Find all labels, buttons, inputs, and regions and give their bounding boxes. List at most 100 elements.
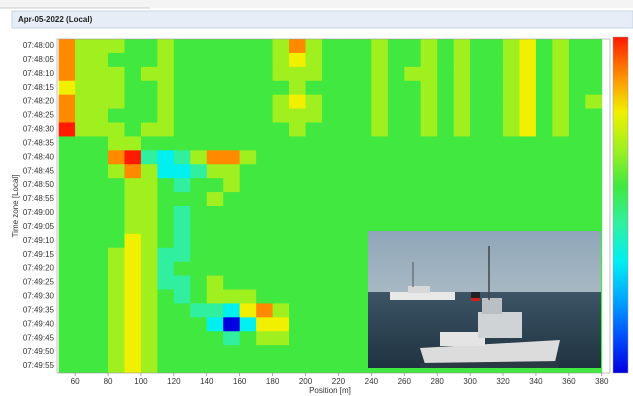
heat-cell xyxy=(207,234,224,248)
heat-cell xyxy=(437,164,454,178)
heat-cell xyxy=(388,81,405,95)
heat-cell xyxy=(421,164,438,178)
heat-cell xyxy=(519,178,536,192)
heat-cell xyxy=(569,178,586,192)
heat-cell xyxy=(470,192,487,206)
heat-cell xyxy=(92,248,109,262)
heat-cell xyxy=(157,331,174,345)
heat-cell xyxy=(306,276,323,290)
heat-cell xyxy=(92,150,109,164)
heat-cell xyxy=(108,136,125,150)
heat-cell xyxy=(223,192,240,206)
heat-cell xyxy=(108,109,125,123)
heat-cell xyxy=(256,345,273,359)
heat-cell xyxy=(75,136,92,150)
heat-cell xyxy=(207,220,224,234)
heat-cell xyxy=(454,192,471,206)
heat-cell xyxy=(190,164,207,178)
heat-cell xyxy=(174,136,191,150)
heat-cell xyxy=(421,53,438,67)
heat-cell xyxy=(256,359,273,373)
heat-cell xyxy=(59,178,76,192)
heat-cell xyxy=(519,39,536,53)
heat-cell xyxy=(141,136,158,150)
heat-cell xyxy=(404,150,421,164)
heat-cell xyxy=(454,123,471,137)
heat-cell xyxy=(273,150,290,164)
heat-cell xyxy=(519,206,536,220)
heat-cell xyxy=(306,178,323,192)
y-tick-label: 07:48:55 xyxy=(23,194,55,203)
heat-cell xyxy=(124,123,141,137)
heat-cell xyxy=(454,109,471,123)
heat-cell xyxy=(306,220,323,234)
heat-cell xyxy=(569,95,586,109)
x-tick-label: 100 xyxy=(134,377,148,386)
heat-cell xyxy=(371,53,388,67)
heat-cell xyxy=(503,206,520,220)
heat-cell xyxy=(487,206,504,220)
heat-cell xyxy=(470,95,487,109)
heat-cell xyxy=(92,67,109,81)
heat-cell xyxy=(322,178,339,192)
heat-cell xyxy=(289,123,306,137)
heat-cell xyxy=(338,331,355,345)
heat-cell xyxy=(174,262,191,276)
heat-cell xyxy=(240,164,257,178)
heat-cell xyxy=(536,67,553,81)
heat-cell xyxy=(355,136,372,150)
heat-cell xyxy=(404,192,421,206)
heat-cell xyxy=(338,262,355,276)
heat-cell xyxy=(306,345,323,359)
heat-cell xyxy=(437,67,454,81)
heat-cell xyxy=(174,331,191,345)
heat-cell xyxy=(454,39,471,53)
heat-cell xyxy=(174,220,191,234)
heat-cell xyxy=(552,81,569,95)
heat-cell xyxy=(190,67,207,81)
heat-cell xyxy=(338,178,355,192)
heat-cell xyxy=(240,290,257,304)
heat-cell xyxy=(108,345,125,359)
heat-cell xyxy=(371,178,388,192)
heat-cell xyxy=(108,206,125,220)
heat-cell xyxy=(240,276,257,290)
heat-cell xyxy=(322,95,339,109)
heat-cell xyxy=(421,192,438,206)
heat-cell xyxy=(92,109,109,123)
heat-cell xyxy=(569,192,586,206)
heat-cell xyxy=(124,192,141,206)
heat-cell xyxy=(552,206,569,220)
heat-cell xyxy=(338,123,355,137)
heat-cell xyxy=(174,234,191,248)
heat-cell xyxy=(322,234,339,248)
heat-cell xyxy=(289,303,306,317)
heat-cell xyxy=(552,53,569,67)
heat-cell xyxy=(124,262,141,276)
heat-cell xyxy=(124,234,141,248)
heat-cell xyxy=(569,81,586,95)
heat-cell xyxy=(240,345,257,359)
heat-cell xyxy=(223,95,240,109)
heat-cell xyxy=(240,150,257,164)
heat-cell xyxy=(454,81,471,95)
heat-cell xyxy=(157,248,174,262)
heat-cell xyxy=(437,109,454,123)
heat-cell xyxy=(503,192,520,206)
y-tick-label: 07:49:25 xyxy=(23,278,55,287)
heat-cell xyxy=(338,317,355,331)
heat-cell xyxy=(240,206,257,220)
heat-cell xyxy=(503,53,520,67)
heat-cell xyxy=(223,220,240,234)
heat-cell xyxy=(289,345,306,359)
heat-cell xyxy=(437,150,454,164)
y-tick-label: 07:49:15 xyxy=(23,250,55,259)
x-tick-label: 180 xyxy=(266,377,280,386)
heat-cell xyxy=(157,67,174,81)
heat-cell xyxy=(519,192,536,206)
y-tick-label: 07:48:40 xyxy=(23,152,55,161)
heat-cell xyxy=(552,164,569,178)
heat-cell xyxy=(174,123,191,137)
heat-cell xyxy=(404,39,421,53)
heat-cell xyxy=(256,150,273,164)
